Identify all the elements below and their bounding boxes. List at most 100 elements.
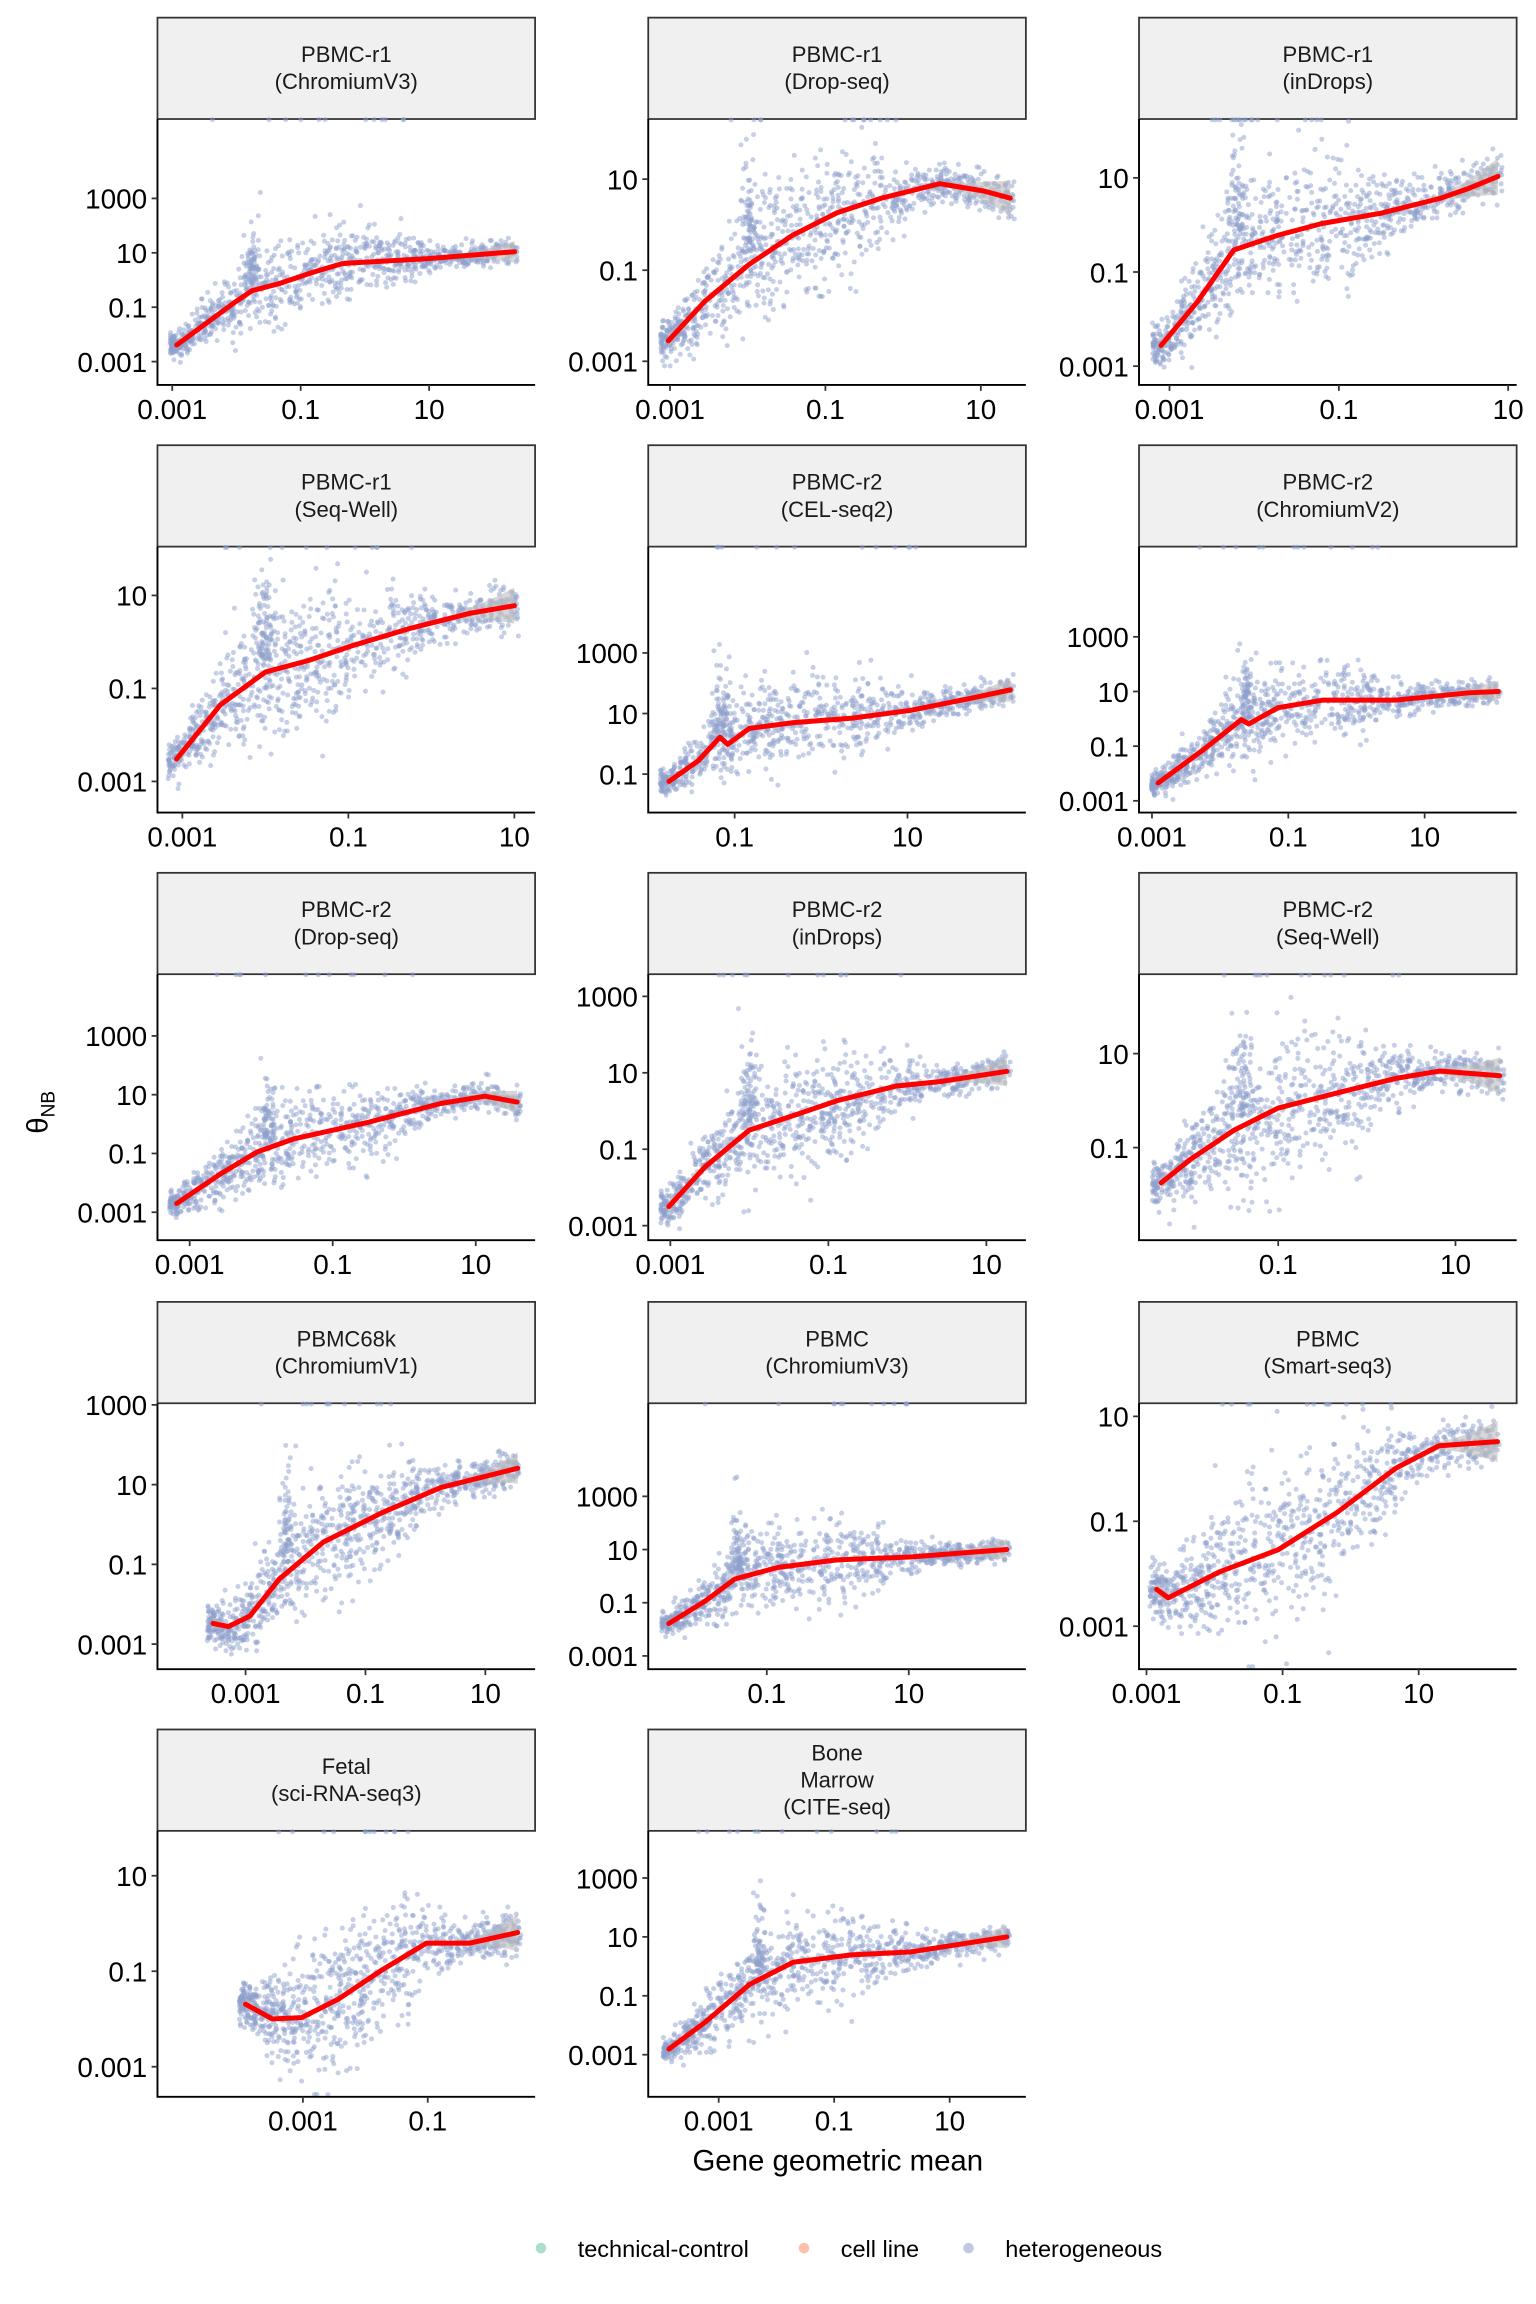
facet-strip-label: (Seq-Well) bbox=[294, 497, 398, 522]
scatter-point bbox=[735, 245, 741, 251]
scatter-point bbox=[365, 648, 371, 654]
scatter-point bbox=[1302, 117, 1308, 123]
scatter-point bbox=[249, 262, 255, 268]
scatter-point bbox=[257, 299, 263, 305]
scatter-point bbox=[1212, 227, 1218, 233]
scatter-point bbox=[1192, 288, 1198, 294]
scatter-point bbox=[775, 709, 781, 715]
scatter-point bbox=[1333, 166, 1339, 172]
scatter-point bbox=[868, 117, 874, 123]
x-tick-label: 0.1 bbox=[281, 394, 320, 425]
scatter-point bbox=[217, 661, 223, 667]
scatter-point bbox=[395, 610, 401, 616]
x-tick-label: 0.001 bbox=[1135, 394, 1205, 425]
scatter-point bbox=[1267, 151, 1273, 157]
scatter-point bbox=[877, 174, 883, 180]
scatter-point bbox=[1460, 197, 1466, 203]
scatter-point bbox=[839, 190, 845, 196]
scatter-point bbox=[357, 621, 363, 627]
scatter-point bbox=[660, 345, 666, 351]
scatter-point bbox=[956, 690, 962, 696]
scatter-point bbox=[405, 605, 411, 611]
scatter-point bbox=[721, 780, 727, 786]
scatter-point bbox=[408, 611, 414, 617]
scatter-point bbox=[949, 193, 955, 199]
scatter-point bbox=[303, 677, 309, 683]
scatter-point bbox=[291, 695, 297, 701]
scatter-point bbox=[408, 278, 414, 284]
scatter-point bbox=[1352, 227, 1358, 233]
scatter-point bbox=[212, 280, 218, 286]
scatter-point bbox=[812, 264, 818, 270]
scatter-point bbox=[1291, 282, 1297, 288]
scatter-point bbox=[853, 289, 859, 295]
scatter-point bbox=[236, 734, 242, 740]
scatter-point bbox=[1292, 206, 1298, 212]
scatter-point bbox=[891, 177, 897, 183]
scatter-point bbox=[282, 321, 288, 327]
scatter-point bbox=[1469, 168, 1475, 174]
scatter-point bbox=[293, 611, 299, 617]
scatter-point bbox=[299, 634, 305, 640]
scatter-point bbox=[349, 657, 355, 663]
scatter-point bbox=[463, 236, 469, 242]
scatter-point bbox=[301, 666, 307, 672]
scatter-point bbox=[296, 666, 302, 672]
scatter-point bbox=[315, 259, 321, 265]
scatter-point bbox=[1377, 250, 1383, 256]
scatter-point bbox=[268, 695, 274, 701]
scatter-point bbox=[331, 672, 337, 678]
scatter-point bbox=[822, 221, 828, 227]
scatter-point bbox=[911, 201, 917, 207]
scatter-point bbox=[1356, 246, 1362, 252]
scatter-point bbox=[278, 238, 284, 244]
scatter-point bbox=[688, 748, 694, 754]
scatter-point bbox=[263, 646, 269, 652]
scatter-point bbox=[251, 611, 257, 617]
scatter-point bbox=[337, 232, 343, 238]
scatter-point bbox=[326, 643, 332, 649]
scatter-point bbox=[279, 544, 285, 550]
scatter-point bbox=[830, 195, 836, 201]
scatter-point bbox=[859, 124, 865, 130]
scatter-point bbox=[324, 698, 330, 704]
scatter-point bbox=[298, 117, 304, 123]
scatter-point bbox=[790, 255, 796, 261]
scatter-point bbox=[310, 695, 316, 701]
scatter-point bbox=[771, 210, 777, 216]
scatter-point bbox=[1376, 240, 1382, 246]
scatter-point bbox=[1217, 117, 1223, 123]
scatter-point bbox=[768, 776, 774, 782]
scatter-point bbox=[1197, 326, 1203, 332]
scatter-point bbox=[1498, 152, 1504, 158]
scatter-point bbox=[242, 663, 248, 669]
scatter-point bbox=[1000, 703, 1006, 709]
scatter-point bbox=[851, 187, 857, 193]
scatter-point bbox=[1346, 243, 1352, 249]
scatter-point bbox=[896, 219, 902, 225]
scatter-point bbox=[1453, 202, 1459, 208]
scatter-point bbox=[912, 699, 918, 705]
scatter-point bbox=[336, 689, 342, 695]
scatter-point bbox=[388, 638, 394, 644]
scatter-point bbox=[457, 602, 463, 608]
scatter-point bbox=[1270, 261, 1276, 267]
scatter-point bbox=[724, 343, 730, 349]
scatter-point bbox=[1181, 342, 1187, 348]
scatter-point bbox=[1196, 305, 1202, 311]
scatter-point bbox=[317, 679, 323, 685]
scatter-point bbox=[1305, 184, 1311, 190]
scatter-point bbox=[168, 342, 174, 348]
scatter-point bbox=[303, 698, 309, 704]
scatter-point bbox=[295, 242, 301, 248]
scatter-point bbox=[1202, 303, 1208, 309]
scatter-point bbox=[1296, 127, 1302, 133]
scatter-point bbox=[300, 240, 306, 246]
scatter-point bbox=[797, 222, 803, 228]
scatter-point bbox=[1186, 278, 1192, 284]
scatter-point bbox=[332, 603, 338, 609]
scatter-point bbox=[1182, 275, 1188, 281]
scatter-point bbox=[1224, 231, 1230, 237]
scatter-point bbox=[269, 269, 275, 275]
